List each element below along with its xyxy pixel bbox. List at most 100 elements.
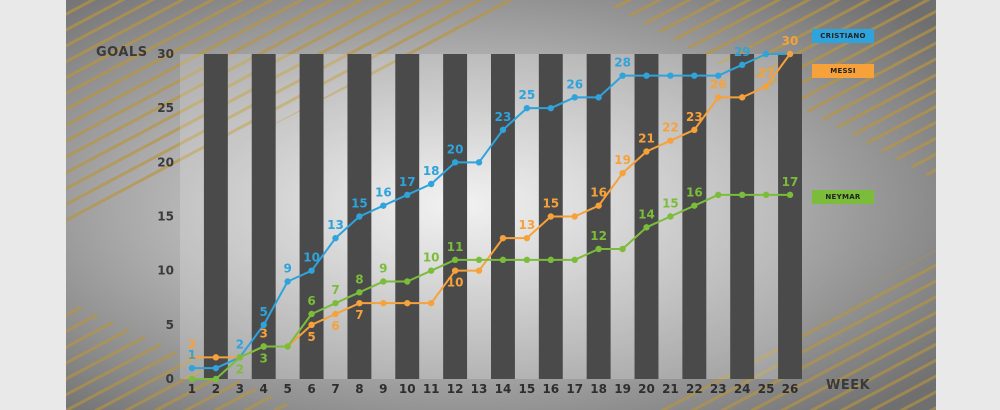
point-cristiano (715, 72, 722, 79)
point-neymar (499, 256, 507, 264)
data-label-messi: 21 (638, 132, 655, 146)
data-label-neymar: 11 (447, 240, 464, 254)
point-messi (404, 299, 411, 307)
x-tick-label: 23 (710, 382, 727, 396)
x-tick-label: 20 (638, 382, 655, 396)
data-label-neymar: 2 (236, 362, 244, 376)
point-neymar (619, 245, 626, 253)
data-label-cristiano: 30 (782, 34, 799, 48)
point-messi (667, 137, 674, 144)
data-label-neymar: 6 (307, 294, 315, 308)
point-cristiano (188, 364, 196, 372)
grid-band (706, 54, 731, 379)
x-tick-label: 25 (758, 382, 775, 396)
data-label-neymar: 16 (686, 186, 703, 200)
point-neymar (762, 191, 770, 199)
x-tick-label: 12 (447, 382, 464, 396)
data-label-neymar: 10 (423, 251, 440, 265)
x-tick-label: 13 (471, 382, 488, 396)
point-cristiano (380, 202, 387, 209)
y-tick-label: 25 (157, 101, 174, 115)
point-neymar (427, 267, 435, 274)
point-cristiano (404, 191, 411, 199)
point-cristiano (762, 50, 770, 58)
point-neymar (547, 256, 555, 264)
point-messi (762, 83, 770, 90)
point-messi (451, 267, 459, 274)
data-label-messi: 30 (782, 34, 799, 48)
grid-band (634, 54, 659, 379)
grid-band (443, 54, 468, 379)
x-tick-label: 5 (283, 382, 291, 396)
data-label-neymar: 15 (662, 197, 679, 211)
x-tick-label: 17 (566, 382, 583, 396)
legend-cristiano: CRISTIANO (812, 29, 874, 43)
point-neymar (786, 191, 794, 199)
y-tick-label: 30 (157, 47, 174, 61)
data-label-cristiano: 5 (260, 305, 268, 319)
x-tick-label: 24 (734, 382, 751, 396)
data-label-cristiano: 29 (734, 45, 751, 59)
grid-band (419, 54, 444, 379)
data-label-messi: 5 (307, 330, 315, 344)
data-label-cristiano: 23 (495, 110, 512, 124)
data-label-messi: 26 (710, 77, 727, 91)
data-label-cristiano: 25 (519, 88, 536, 102)
grid-band (778, 54, 802, 379)
y-tick-label: 0 (166, 372, 174, 386)
x-tick-label: 4 (260, 382, 268, 396)
point-neymar (356, 289, 363, 296)
x-tick-label: 10 (399, 382, 416, 396)
y-tick-label: 20 (157, 155, 174, 169)
point-messi (786, 50, 794, 58)
grid-band (323, 54, 348, 379)
data-label-cristiano: 20 (447, 142, 464, 156)
series-lines (191, 53, 791, 380)
point-neymar (643, 224, 650, 231)
point-messi (738, 94, 746, 101)
x-tick-label: 26 (782, 382, 799, 396)
point-neymar (475, 256, 483, 264)
point-cristiano (427, 180, 435, 188)
line-neymar (191, 193, 791, 380)
grid-band (180, 54, 204, 379)
x-tick-label: 16 (542, 382, 559, 396)
point-messi (332, 310, 339, 318)
point-cristiano (738, 61, 746, 69)
data-label-cristiano: 26 (566, 77, 583, 91)
data-label-messi: 3 (260, 327, 268, 341)
x-tick-label: 21 (662, 382, 679, 396)
data-label-messi: 2 (188, 337, 196, 351)
point-cristiano (523, 104, 531, 112)
grid-band (682, 54, 707, 379)
point-neymar (260, 343, 267, 350)
point-neymar (188, 375, 196, 383)
point-neymar (715, 191, 722, 199)
point-cristiano (667, 72, 674, 79)
point-neymar (595, 245, 602, 253)
x-tick-label: 18 (590, 382, 607, 396)
y-tick-label: 15 (157, 210, 174, 224)
y-tick-label: 10 (157, 264, 174, 278)
point-neymar (308, 310, 315, 318)
point-cristiano (284, 278, 291, 285)
data-label-cristiano: 17 (399, 175, 416, 189)
data-label-cristiano: 13 (327, 218, 344, 232)
data-label-neymar: 14 (638, 207, 655, 221)
point-neymar (332, 299, 339, 307)
point-messi (212, 354, 220, 361)
y-axis-ticks: 0 5 10 15 20 25 30 (157, 47, 174, 386)
data-label-neymar: 8 (355, 272, 363, 286)
x-tick-label: 2 (212, 382, 220, 396)
point-messi (356, 299, 363, 307)
point-cristiano (308, 267, 315, 274)
grid-band (251, 54, 276, 379)
grid-band (610, 54, 635, 379)
data-label-messi: 16 (590, 186, 607, 200)
point-messi (308, 321, 315, 329)
point-neymar (667, 213, 674, 220)
point-cristiano (212, 364, 220, 372)
grid-band (586, 54, 611, 379)
x-tick-label: 19 (614, 382, 631, 396)
